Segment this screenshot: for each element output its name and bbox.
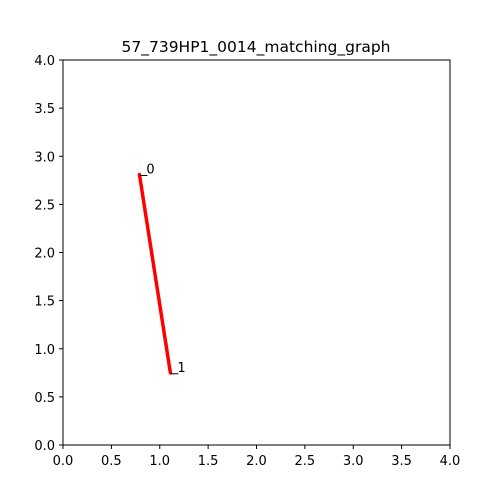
x-axis: 0.0 0.5 1.0 1.5 2.0 2.5 3.0 3.5 4.0	[53, 445, 461, 469]
y-tick-label: 1.5	[34, 295, 55, 310]
y-tick-label: 3.0	[34, 150, 55, 165]
node-label: 0	[146, 163, 154, 178]
x-tick-label: 2.5	[295, 454, 316, 469]
y-tick-label: 1.0	[34, 343, 55, 358]
y-tick-label: 3.5	[34, 102, 55, 117]
x-tick-label: 1.0	[149, 454, 170, 469]
y-tick-label: 0.5	[34, 391, 55, 406]
y-tick-label: 2.5	[34, 198, 55, 213]
x-tick-label: 3.5	[391, 454, 412, 469]
x-tick-label: 3.0	[343, 454, 364, 469]
y-tick-label: 0.0	[34, 439, 55, 454]
edges-layer	[137, 172, 173, 375]
x-tick-label: 1.5	[198, 454, 219, 469]
y-tick-label: 4.0	[34, 54, 55, 69]
plot-area-frame	[62, 59, 451, 446]
node-label: 1	[177, 361, 185, 376]
x-tick-label: 4.0	[440, 454, 461, 469]
y-axis: 0.0 0.5 1.0 1.5 2.0 2.5 3.0 3.5 4.0	[34, 54, 63, 454]
x-tick-label: 2.0	[246, 454, 267, 469]
x-tick-label: 0.5	[101, 454, 122, 469]
x-tick-label: 0.0	[53, 454, 74, 469]
graph-edge	[137, 172, 173, 375]
chart-title: 57_739HP1_0014_matching_graph	[122, 38, 391, 57]
nodes-layer: 01	[139, 163, 186, 376]
y-tick-label: 2.0	[34, 247, 55, 262]
